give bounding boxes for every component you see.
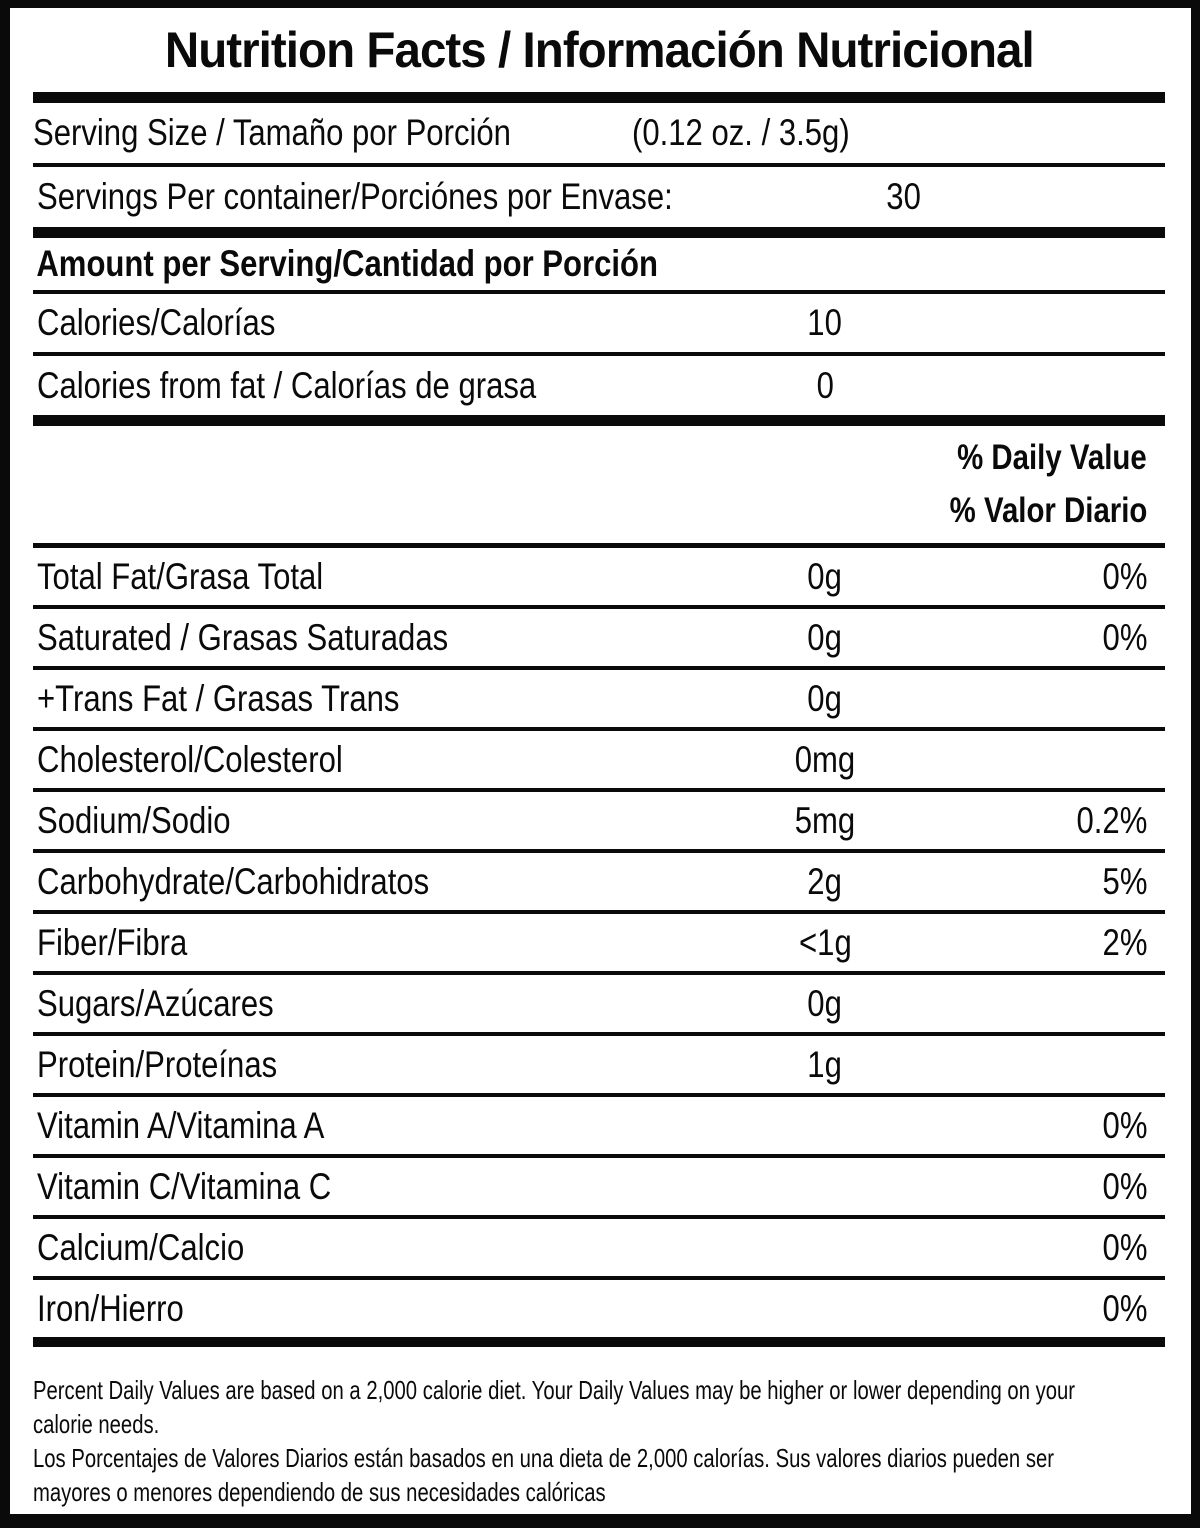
divider-thin — [33, 1276, 1165, 1280]
nutrient-daily-value: 2% — [1102, 921, 1147, 963]
nutrient-amount: 0g — [807, 616, 843, 658]
nutrient-daily-value: 0% — [1102, 555, 1147, 597]
nutrient-row: Fiber/Fibra <1g 2% — [33, 914, 1165, 971]
nutrient-daily-value: 0% — [1102, 616, 1147, 658]
nutrient-label: Carbohydrate/Carbohidratos — [37, 860, 430, 902]
nutrient-row: Cholesterol/Colesterol 0mg — [33, 731, 1165, 788]
calories-from-fat-value: 0 — [816, 364, 834, 406]
nutrient-label: Sugars/Azúcares — [37, 982, 274, 1024]
divider-thin — [33, 290, 1165, 294]
divider-medium — [33, 543, 1165, 548]
nutrient-daily-value: 0% — [1102, 1226, 1147, 1268]
footnote-line: calorie needs. — [33, 1409, 160, 1439]
nutrient-daily-value: 5% — [1102, 860, 1147, 902]
footnote-line: mayores o menores dependiendo de sus nec… — [33, 1477, 606, 1507]
servings-per-container-label: Servings Per container/Porciónes por Env… — [37, 176, 673, 217]
divider-thin — [33, 163, 1165, 167]
nutrient-label: Sodium/Sodio — [37, 799, 231, 841]
calories-value: 10 — [807, 302, 843, 343]
serving-size-label: Serving Size / Tamaño por Porción — [33, 112, 511, 153]
nutrient-amount: <1g — [798, 921, 852, 963]
serving-size-row: Serving Size / Tamaño por Porción (0.12 … — [33, 103, 1165, 163]
nutrient-label: Cholesterol/Colesterol — [37, 738, 343, 780]
divider-thin — [33, 352, 1165, 356]
daily-value-header-en: % Daily Value — [957, 438, 1147, 478]
divider-thin — [33, 971, 1165, 975]
calories-from-fat-row: Calories from fat / Calorías de grasa 0 — [33, 356, 1165, 415]
nutrient-daily-value: 0% — [1102, 1104, 1147, 1146]
nutrient-row: Protein/Proteínas 1g — [33, 1036, 1165, 1093]
label-title: Nutrition Facts / Información Nutriciona… — [164, 22, 1035, 78]
nutrient-label: Fiber/Fibra — [37, 921, 188, 963]
nutrient-label: +Trans Fat / Grasas Trans — [37, 677, 400, 719]
label-title-block: Nutrition Facts / Información Nutriciona… — [33, 8, 1165, 92]
nutrient-row: Saturated / Grasas Saturadas 0g 0% — [33, 609, 1165, 666]
footnotes: Percent Daily Values are based on a 2,00… — [33, 1373, 1165, 1509]
divider-thin — [33, 1032, 1165, 1036]
nutrient-label: Protein/Proteínas — [37, 1043, 278, 1085]
nutrient-amount: 0g — [807, 677, 843, 719]
divider-thick-bottom — [33, 1337, 1165, 1347]
divider-thin — [33, 605, 1165, 609]
nutrient-row: +Trans Fat / Grasas Trans 0g — [33, 670, 1165, 727]
divider-thick-top — [33, 92, 1165, 103]
divider-thick — [33, 415, 1165, 426]
amount-per-serving-heading: Amount per Serving/Cantidad por Porción — [36, 243, 659, 284]
nutrient-row: Carbohydrate/Carbohidratos 2g 5% — [33, 853, 1165, 910]
nutrient-label: Total Fat/Grasa Total — [37, 555, 324, 597]
nutrient-row: Total Fat/Grasa Total 0g 0% — [33, 548, 1165, 605]
calories-row: Calories/Calorías 10 — [33, 294, 1165, 352]
serving-size-value: (0.12 oz. / 3.5g) — [632, 112, 850, 153]
nutrient-amount: 0g — [807, 982, 843, 1024]
nutrient-daily-value: 0.2% — [1076, 799, 1147, 841]
nutrient-label: Calcium/Calcio — [37, 1226, 245, 1268]
divider-thick — [33, 227, 1165, 238]
divider-thin — [33, 788, 1165, 792]
servings-per-container-value: 30 — [886, 176, 922, 217]
footnote-line: Percent Daily Values are based on a 2,00… — [33, 1375, 1076, 1405]
nutrient-label: Saturated / Grasas Saturadas — [37, 616, 449, 658]
nutrient-row: Calcium/Calcio 0% — [33, 1219, 1165, 1276]
nutrient-amount: 5mg — [794, 799, 856, 841]
nutrient-amount: 0g — [807, 555, 843, 597]
daily-value-header-es: % Valor Diario — [949, 490, 1147, 530]
nutrient-row: Sodium/Sodio 5mg 0.2% — [33, 792, 1165, 849]
nutrient-table: Total Fat/Grasa Total 0g 0% Saturated / … — [33, 548, 1165, 1337]
nutrient-amount: 0mg — [794, 738, 856, 780]
nutrient-amount: 2g — [807, 860, 843, 902]
divider-thin — [33, 666, 1165, 670]
divider-thin — [33, 1215, 1165, 1219]
nutrient-label: Vitamin A/Vitamina A — [37, 1104, 325, 1146]
divider-thin — [33, 1154, 1165, 1158]
nutrient-daily-value: 0% — [1102, 1287, 1147, 1329]
nutrient-row: Sugars/Azúcares 0g — [33, 975, 1165, 1032]
divider-thin — [33, 849, 1165, 853]
nutrient-row: Iron/Hierro 0% — [33, 1280, 1165, 1337]
divider-thin — [33, 727, 1165, 731]
servings-per-container-row: Servings Per container/Porciónes por Env… — [33, 167, 1165, 227]
nutrient-row: Vitamin A/Vitamina A 0% — [33, 1097, 1165, 1154]
nutrient-label: Iron/Hierro — [37, 1287, 184, 1329]
calories-label: Calories/Calorías — [37, 302, 276, 343]
daily-value-header: % Daily Value % Valor Diario — [33, 426, 1165, 543]
nutrient-amount: 1g — [807, 1043, 843, 1085]
calories-from-fat-label: Calories from fat / Calorías de grasa — [37, 364, 537, 406]
divider-thin — [33, 910, 1165, 914]
nutrient-daily-value: 0% — [1102, 1165, 1147, 1207]
divider-thin — [33, 1093, 1165, 1097]
nutrient-label: Vitamin C/Vitamina C — [37, 1165, 332, 1207]
footnote-line: Los Porcentajes de Valores Diarios están… — [33, 1443, 1055, 1473]
nutrient-row: Vitamin C/Vitamina C 0% — [33, 1158, 1165, 1215]
